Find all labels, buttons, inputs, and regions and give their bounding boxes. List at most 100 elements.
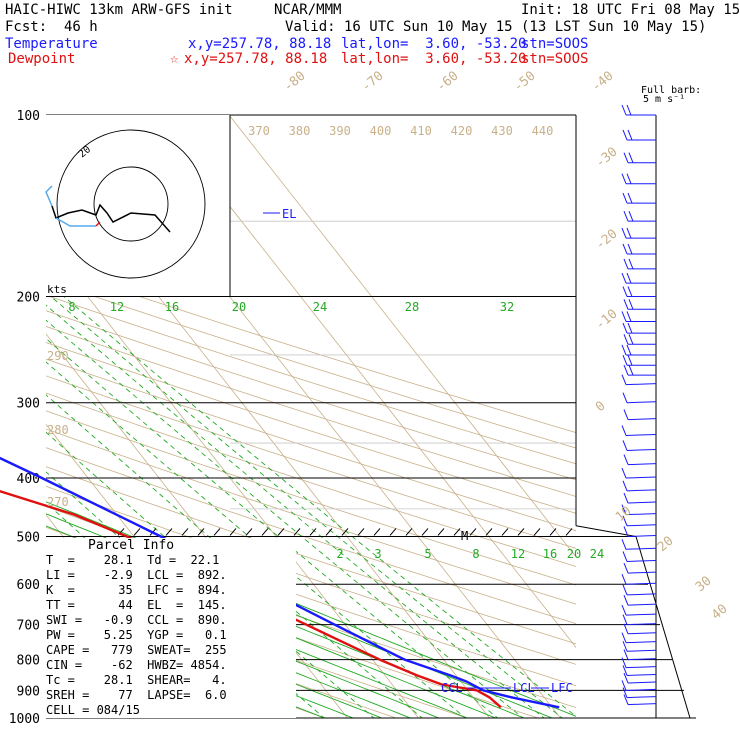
wind-barb-flag — [626, 311, 632, 322]
annotation-lfc: LFC — [551, 681, 573, 695]
dry-adiabat-line — [46, 326, 576, 497]
wind-barb-shaft — [627, 703, 657, 706]
wind-barb-shaft — [627, 534, 657, 537]
annotation-el: EL — [282, 207, 296, 221]
wind-barb-flag — [621, 680, 627, 691]
wind-barb — [621, 539, 657, 550]
wind-barb-flag — [628, 152, 634, 163]
temperature-xy: x,y=257.78, 88.18 — [188, 36, 332, 52]
parcel-row: SWI = -0.9 CCL = 890. — [46, 613, 227, 627]
wind-barb-flag — [621, 604, 627, 616]
hash-mark — [501, 528, 509, 536]
wind-barb-flag — [622, 665, 628, 676]
isotherm-label: 30 — [693, 574, 715, 596]
wind-barb — [622, 355, 656, 366]
hodograph-ring-inner — [93, 166, 169, 242]
parcel-row: CELL = 084/15 — [46, 703, 140, 717]
hash-mark — [533, 528, 541, 536]
hash-mark — [213, 528, 221, 536]
dry-adiabat-line — [46, 342, 576, 514]
dewpoint-station: stn=SOOS — [521, 51, 589, 67]
isotherm-label: 40 — [709, 602, 731, 624]
mixing-ratio-label: 12 — [511, 547, 525, 561]
wind-barb-flag — [621, 227, 627, 239]
wind-barb — [622, 614, 657, 626]
theta-label: 290 — [47, 349, 69, 363]
theta-label: 280 — [47, 423, 69, 437]
wind-barb — [623, 694, 657, 706]
wind-barb — [621, 680, 657, 691]
parcel-row: CAPE = 779 SWEAT= 255 — [46, 643, 227, 657]
wind-barb-shaft — [625, 513, 657, 516]
plot-right-edge — [635, 536, 691, 719]
wind-barb-flag — [622, 355, 628, 366]
wind-barb-flag — [621, 173, 627, 184]
temperature-legend: Temperature — [5, 36, 98, 52]
hash-mark — [245, 528, 253, 536]
dry-adiabat-line — [46, 410, 576, 586]
wind-barb-flag — [627, 322, 633, 334]
pressure-tick-label: 300 — [17, 397, 40, 412]
hodograph-trace — [51, 203, 171, 233]
wind-barb-shaft — [626, 623, 657, 626]
pressure-tick-label: 700 — [17, 619, 40, 634]
wind-barb-flag — [621, 272, 627, 284]
hodograph-units-label: kts — [47, 283, 67, 296]
wind-barb-flag — [623, 364, 629, 376]
wind-barb-flag — [622, 614, 628, 625]
wind-barb-shaft — [625, 476, 657, 479]
wind-barb — [622, 440, 657, 451]
parcel-row: T = 28.1 Td = 22.1 — [46, 553, 220, 567]
wind-barb — [621, 504, 657, 516]
theta-label: 410 — [410, 124, 432, 138]
parcel-row: Tc = 28.1 SHEAR= 4. — [46, 673, 227, 687]
wind-barb-flag — [628, 299, 634, 310]
mixing-ratio-label: 20 — [232, 300, 246, 314]
parcel-row: LI = -2.9 LCL = 892. — [46, 568, 227, 582]
mixing-ratio-label: 8 — [68, 300, 75, 314]
mixing-ratio-label: 3 — [374, 547, 381, 561]
barb-key-line2: 5 m s⁻¹ — [643, 94, 686, 105]
theta-label: 380 — [289, 124, 311, 138]
wind-barb-flag — [623, 595, 629, 606]
hash-mark — [565, 528, 573, 536]
isotherm-label: -70 — [359, 68, 387, 95]
hash-mark — [181, 528, 189, 536]
theta-label: 440 — [532, 124, 554, 138]
wind-barb-flag — [621, 311, 627, 322]
hash-mark — [549, 528, 557, 536]
dry-adiabat-line — [46, 428, 576, 605]
wind-barb — [623, 595, 657, 606]
fcst-value: 46 h — [64, 19, 98, 35]
parcel-row: CIN = -62 HWBZ= 4854. — [46, 658, 227, 672]
annotation-m: M — [461, 529, 468, 543]
wind-barb-flag — [621, 374, 627, 385]
mixing-ratio-label: 24 — [590, 547, 604, 561]
wind-barb-shaft — [627, 463, 657, 466]
profiles — [0, 456, 560, 709]
wind-barb — [623, 562, 657, 574]
dewpoint-xy: x,y=257.78, 88.18 — [184, 51, 328, 67]
wind-barb-shaft — [626, 673, 657, 676]
hash-mark — [437, 528, 445, 536]
dewpoint-profile — [0, 489, 502, 709]
wind-barb-flag — [621, 539, 627, 550]
wind-barb — [622, 641, 657, 652]
parcel-row: PW = 5.25 YGP = 0.1 — [46, 628, 227, 642]
theta-label: 420 — [451, 124, 473, 138]
wind-barb — [623, 364, 656, 376]
wind-barb-shaft — [625, 688, 657, 691]
hash-mark — [485, 528, 493, 536]
dry-adiabat-line — [46, 264, 576, 433]
hodograph-trace-upper — [45, 185, 53, 207]
isotherm-label: -60 — [434, 68, 462, 95]
isotherm-label: 10 — [613, 504, 635, 526]
wind-barb — [622, 515, 657, 527]
hash-mark — [197, 528, 205, 536]
mixing-ratio-label: 24 — [313, 300, 327, 314]
wind-barb — [623, 299, 656, 310]
dewpoint-latlon: lat,lon= 3.60, -53.20 — [341, 51, 527, 67]
hash-mark — [309, 528, 317, 536]
wind-barb-shaft — [625, 582, 657, 585]
